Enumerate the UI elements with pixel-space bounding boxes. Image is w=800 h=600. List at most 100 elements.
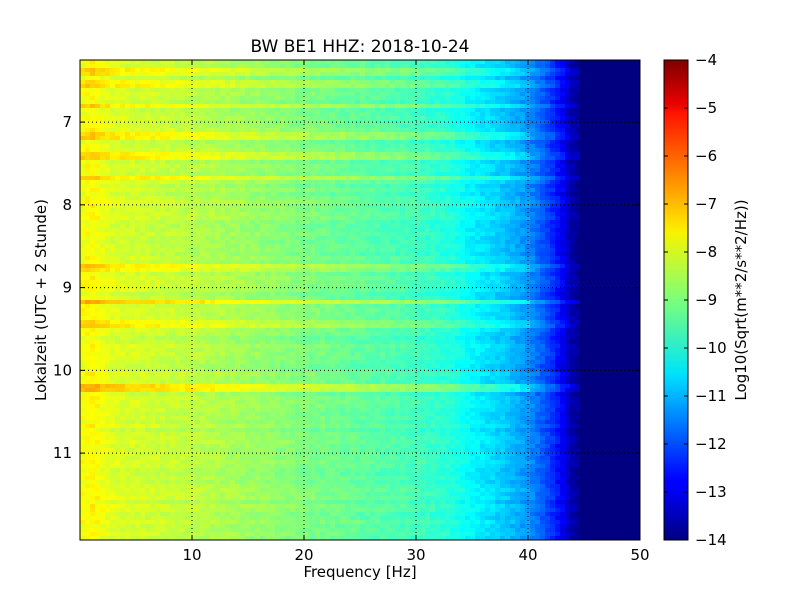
heatmap-cell [130, 132, 136, 137]
heatmap-cell [335, 180, 341, 185]
heatmap-cell [370, 232, 376, 237]
heatmap-cell [190, 220, 196, 225]
heatmap-cell [245, 164, 251, 169]
heatmap-cell [360, 164, 366, 169]
heatmap-cell [560, 220, 566, 225]
heatmap-cell [245, 84, 251, 89]
heatmap-cell [230, 180, 236, 185]
heatmap-cell [180, 64, 186, 69]
heatmap-cell [160, 192, 166, 197]
heatmap-cell [220, 200, 226, 205]
heatmap-cell [120, 228, 126, 233]
heatmap-cell [190, 136, 196, 141]
heatmap-cell [435, 68, 441, 73]
heatmap-cell [150, 92, 156, 97]
heatmap-cell [475, 212, 481, 217]
heatmap-cell [500, 184, 506, 189]
heatmap-cell [210, 60, 216, 65]
heatmap-cell [310, 164, 316, 169]
heatmap-cell [240, 108, 246, 113]
heatmap-cell [485, 212, 491, 217]
heatmap-cell [155, 140, 161, 145]
heatmap-cell [455, 192, 461, 197]
heatmap-cell [395, 188, 401, 193]
heatmap-cell [490, 204, 496, 209]
heatmap-cell [270, 80, 276, 85]
heatmap-cell [165, 204, 171, 209]
heatmap-cell [585, 164, 591, 169]
heatmap-cell [375, 132, 381, 137]
heatmap-cell [270, 68, 276, 73]
heatmap-cell [450, 88, 456, 93]
heatmap-cell [540, 208, 546, 213]
heatmap-cell [105, 128, 111, 133]
heatmap-cell [110, 192, 116, 197]
heatmap-cell [520, 64, 526, 69]
heatmap-cell [200, 88, 206, 93]
heatmap-cell [120, 132, 126, 137]
heatmap-cell [395, 108, 401, 113]
heatmap-cell [305, 100, 311, 105]
heatmap-cell [235, 176, 241, 181]
heatmap-cell [610, 104, 616, 109]
heatmap-cell [485, 188, 491, 193]
heatmap-cell [220, 164, 226, 169]
heatmap-cell [505, 216, 511, 221]
heatmap-cell [495, 204, 501, 209]
heatmap-cell [555, 140, 561, 145]
heatmap-cell [435, 100, 441, 105]
heatmap-cell [360, 68, 366, 73]
heatmap-cell [150, 192, 156, 197]
heatmap-cell [620, 212, 626, 217]
heatmap-cell [510, 156, 516, 161]
heatmap-cell [505, 184, 511, 189]
heatmap-cell [115, 104, 121, 109]
heatmap-cell [375, 128, 381, 133]
heatmap-cell [85, 228, 91, 233]
heatmap-cell [485, 176, 491, 181]
heatmap-cell [150, 60, 156, 65]
heatmap-cell [390, 64, 396, 69]
heatmap-cell [155, 60, 161, 65]
heatmap-cell [145, 132, 151, 137]
heatmap-cell [575, 120, 581, 125]
heatmap-cell [590, 116, 596, 121]
heatmap-cell [80, 156, 86, 161]
heatmap-cell [435, 220, 441, 225]
heatmap-cell [620, 232, 626, 237]
heatmap-cell [220, 236, 226, 241]
heatmap-cell [520, 196, 526, 201]
heatmap-cell [410, 148, 416, 153]
heatmap-cell [235, 152, 241, 157]
heatmap-cell [485, 132, 491, 137]
heatmap-cell [420, 64, 426, 69]
heatmap-cell [485, 92, 491, 97]
heatmap-cell [485, 168, 491, 173]
heatmap-cell [610, 188, 616, 193]
heatmap-cell [150, 124, 156, 129]
heatmap-cell [590, 200, 596, 205]
heatmap-cell [240, 148, 246, 153]
heatmap-cell [135, 164, 141, 169]
heatmap-cell [140, 60, 146, 65]
heatmap-cell [110, 176, 116, 181]
heatmap-cell [115, 204, 121, 209]
heatmap-cell [590, 92, 596, 97]
heatmap-cell [405, 196, 411, 201]
heatmap-cell [580, 136, 586, 141]
heatmap-cell [620, 224, 626, 229]
heatmap-cell [325, 228, 331, 233]
heatmap-cell [290, 140, 296, 145]
heatmap-cell [405, 232, 411, 237]
heatmap-cell [240, 188, 246, 193]
heatmap-cell [320, 112, 326, 117]
heatmap-cell [310, 124, 316, 129]
heatmap-cell [235, 196, 241, 201]
heatmap-cell [240, 216, 246, 221]
heatmap-cell [430, 172, 436, 177]
heatmap-cell [300, 92, 306, 97]
heatmap-cell [390, 204, 396, 209]
heatmap-cell [320, 152, 326, 157]
heatmap-cell [615, 212, 621, 217]
heatmap-cell [295, 112, 301, 117]
